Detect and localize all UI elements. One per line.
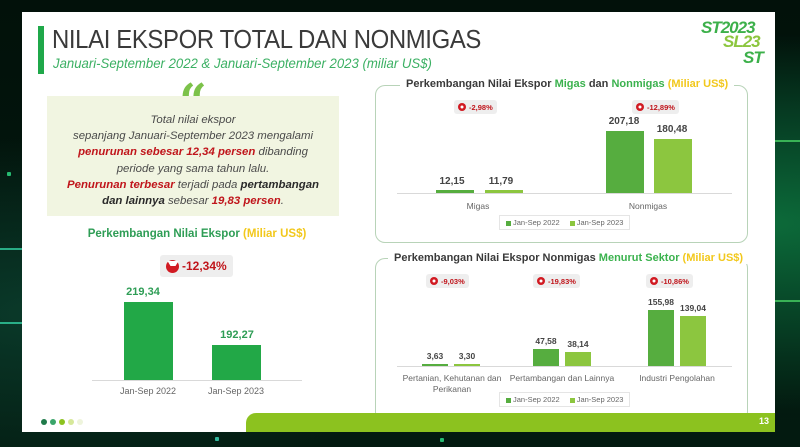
x-axis-label: Pertanian, Kehutanan dan Perikanan <box>402 373 502 394</box>
bar-value-label: 3,63 <box>426 351 444 361</box>
footer-dot <box>50 419 56 425</box>
footer-dot <box>41 419 47 425</box>
footer-dot <box>68 419 74 425</box>
arrow-down-icon <box>166 259 179 273</box>
x-axis-label: Pertambangan dan Lainnya <box>509 373 615 383</box>
sector-chart-legend: Jan-Sep 2022 Jan-Sep 2023 <box>499 392 631 407</box>
bar-value-label: 192,27 <box>220 329 254 341</box>
bar-value-label: 12,15 <box>439 176 465 187</box>
migas-chart-legend: Jan-Sep 2022 Jan-Sep 2023 <box>499 215 631 230</box>
bar-value-label: 139,04 <box>680 303 706 313</box>
bar-industry-2022 <box>648 310 674 366</box>
x-axis-label: Jan-Sep 2023 <box>207 386 265 396</box>
bar-value-label: 155,98 <box>648 297 674 307</box>
bar-value-label: 47,58 <box>535 336 557 346</box>
bar-value-label: 180,48 <box>656 124 688 135</box>
bar-value-label: 11,79 <box>488 176 514 187</box>
summary-text: Total nilai ekspor sepanjang Januari-Sep… <box>67 114 319 208</box>
bar-total-2022 <box>124 302 173 380</box>
arrow-down-icon <box>458 103 466 111</box>
bar-value-label: 207,18 <box>608 116 640 127</box>
x-axis-label: Industri Pengolahan <box>639 373 715 383</box>
legend-item-2022: Jan-Sep 2022 <box>506 218 560 227</box>
bar-total-2023 <box>212 345 261 380</box>
bar-nonmigas-2023 <box>654 139 692 193</box>
bar-migas-2022 <box>436 190 474 193</box>
page-number: 13 <box>758 416 769 426</box>
slide: NILAI EKSPOR TOTAL DAN NONMIGAS Januari-… <box>22 12 775 432</box>
title-accent-bar <box>38 26 44 74</box>
x-axis <box>397 193 732 194</box>
bar-mining-2022 <box>533 349 559 366</box>
x-axis <box>397 366 732 367</box>
sector-change-badge: -10,86% <box>646 274 693 288</box>
bar-agri-2022 <box>422 364 448 366</box>
quote-icon: “ <box>179 74 207 130</box>
x-axis-label: Migas <box>466 201 490 211</box>
bar-mining-2023 <box>565 352 591 366</box>
st2023-logo: ST2023 SL23 ST <box>701 18 764 67</box>
bar-migas-2023 <box>485 190 523 193</box>
bar-industry-2023 <box>680 316 706 366</box>
footer-bar <box>246 413 775 432</box>
circuit-trace <box>0 248 22 250</box>
page-title: NILAI EKSPOR TOTAL DAN NONMIGAS <box>52 24 482 54</box>
arrow-down-icon <box>430 277 438 285</box>
migas-chart-title: Perkembangan Nilai Ekspor Migas dan Nonm… <box>400 78 735 90</box>
sector-change-badge: -19,83% <box>533 274 580 288</box>
footer-dot <box>59 419 65 425</box>
circuit-dot <box>215 437 219 441</box>
summary-quote-box <box>47 96 339 216</box>
sector-change-badge: -9,03% <box>426 274 469 288</box>
nonmigas-change-badge: -12,89% <box>632 100 679 114</box>
sector-chart-title: Perkembangan Nilai Ekspor Nonmigas Menur… <box>388 252 750 264</box>
arrow-down-icon <box>537 277 545 285</box>
bar-value-label: 3,30 <box>458 351 476 361</box>
legend-item-2023: Jan-Sep 2023 <box>569 218 623 227</box>
bar-value-label: 38,14 <box>567 339 589 349</box>
legend-item-2023: Jan-Sep 2023 <box>569 395 623 404</box>
bar-agri-2023 <box>454 364 480 366</box>
total-chart-title: Perkembangan Nilai Ekspor (Miliar US$) <box>87 228 307 240</box>
bar-nonmigas-2022 <box>606 131 644 193</box>
footer-dot <box>77 419 83 425</box>
migas-change-badge: -2,98% <box>454 100 497 114</box>
bar-value-label: 219,34 <box>126 286 160 298</box>
circuit-dot <box>7 172 11 176</box>
arrow-down-icon <box>650 277 658 285</box>
arrow-down-icon <box>636 103 644 111</box>
total-change-badge: -12,34% <box>160 255 233 277</box>
x-axis <box>92 380 302 381</box>
page-subtitle: Januari-September 2022 & Januari-Septemb… <box>53 55 432 71</box>
circuit-trace <box>775 300 800 302</box>
x-axis-label: Jan-Sep 2022 <box>119 386 177 396</box>
x-axis-label: Nonmigas <box>628 201 668 211</box>
circuit-trace <box>0 322 22 324</box>
legend-item-2022: Jan-Sep 2022 <box>506 395 560 404</box>
circuit-dot <box>440 438 444 442</box>
circuit-trace <box>775 140 800 142</box>
